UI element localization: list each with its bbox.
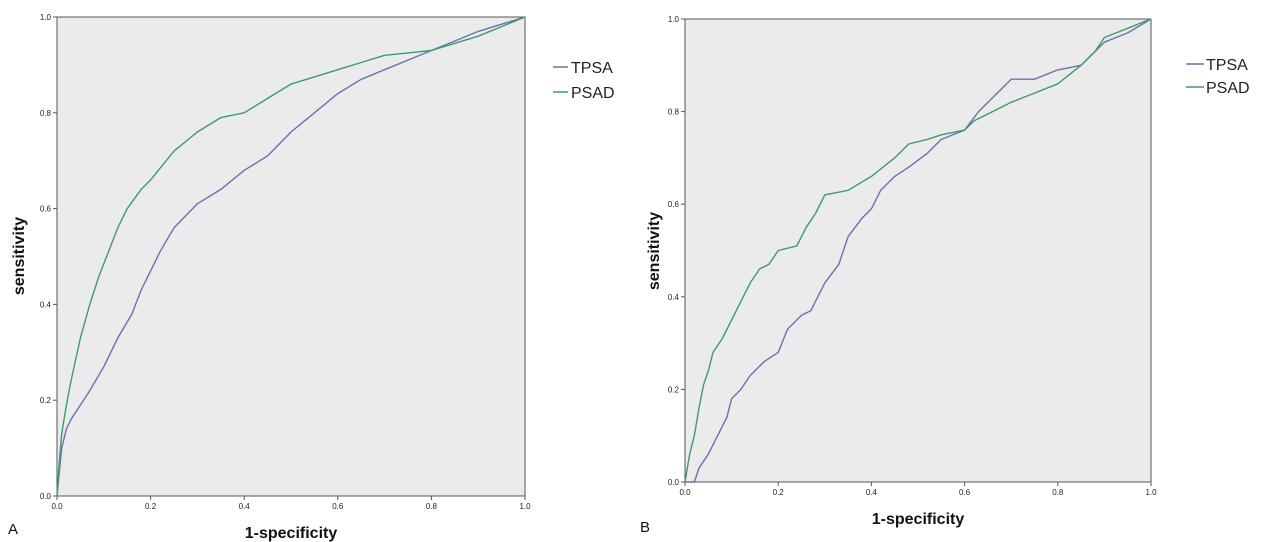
x-tick-label-b-1: 0.2 — [773, 488, 785, 497]
legend-label-tpsa-a: TPSA — [571, 60, 613, 77]
y-tick-label-b-3: 0.6 — [668, 200, 680, 209]
y-tick-label-b-4: 0.8 — [668, 108, 680, 117]
y-axis-label-b: sensitivity — [646, 212, 663, 290]
y-axis-label-a: sensitivity — [11, 217, 28, 295]
roc-panel-a: 0.0 0.2 0.4 0.6 0.8 1.0 0.0 0.2 0.4 0.6 0.8 1.0 se… — [8, 13, 615, 542]
roc-panel-b: 0.0 0.2 0.4 0.6 0.8 1.0 0.0 0.2 0.4 0.6 0.8 1.0 se… — [640, 15, 1250, 536]
x-axis-ticks-a: 0.0 0.2 0.4 0.6 0.8 1.0 — [51, 496, 531, 511]
x-tick-label-a-1: 0.2 — [145, 502, 157, 511]
y-tick-label-b-1: 0.2 — [668, 385, 680, 394]
x-tick-label-b-5: 1.0 — [1145, 488, 1157, 497]
panel-label-a: A — [8, 521, 18, 538]
series-line-psad-b — [684, 18, 1152, 483]
legend-b: TPSA PSAD — [1186, 57, 1250, 97]
legend-a: TPSA PSAD — [553, 60, 615, 102]
y-tick-label-b-5: 1.0 — [668, 15, 680, 24]
y-tick-label-a-5: 1.0 — [40, 13, 52, 22]
legend-label-psad-a: PSAD — [571, 85, 615, 102]
x-tick-label-b-0: 0.0 — [679, 488, 691, 497]
y-tick-label-a-3: 0.6 — [40, 205, 52, 214]
x-tick-label-a-2: 0.4 — [239, 502, 251, 511]
panel-label-b: B — [640, 519, 650, 536]
y-tick-label-b-2: 0.4 — [668, 293, 680, 302]
legend-label-tpsa-b: TPSA — [1206, 57, 1248, 74]
y-axis-ticks-b: 0.0 0.2 0.4 0.6 0.8 1.0 — [668, 15, 685, 487]
y-tick-label-a-2: 0.4 — [40, 300, 52, 309]
y-tick-label-a-1: 0.2 — [40, 396, 52, 405]
y-tick-label-b-0: 0.0 — [668, 478, 680, 487]
x-axis-label-a: 1-specificity — [245, 525, 338, 542]
x-tick-label-b-3: 0.6 — [959, 488, 971, 497]
plot-area-b — [684, 18, 1152, 483]
x-tick-label-b-2: 0.4 — [866, 488, 878, 497]
x-axis-ticks-b: 0.0 0.2 0.4 0.6 0.8 1.0 — [679, 482, 1157, 497]
x-tick-label-a-3: 0.6 — [332, 502, 344, 511]
series-line-tpsa-a — [56, 16, 526, 497]
series-group-a — [56, 16, 526, 497]
legend-label-psad-b: PSAD — [1206, 80, 1250, 97]
series-group-b — [684, 18, 1152, 483]
series-line-tpsa-b — [685, 18, 1152, 483]
plot-area-a — [56, 16, 526, 497]
x-tick-label-a-5: 1.0 — [519, 502, 531, 511]
x-tick-label-a-4: 0.8 — [426, 502, 438, 511]
y-tick-label-a-0: 0.0 — [40, 492, 52, 501]
y-tick-label-a-4: 0.8 — [40, 109, 52, 118]
y-axis-ticks-a: 0.0 0.2 0.4 0.6 0.8 1.0 — [40, 13, 57, 501]
series-line-psad-a — [56, 16, 526, 497]
x-tick-label-b-4: 0.8 — [1052, 488, 1064, 497]
x-axis-label-b: 1-specificity — [872, 511, 965, 528]
x-tick-label-a-0: 0.0 — [51, 502, 63, 511]
